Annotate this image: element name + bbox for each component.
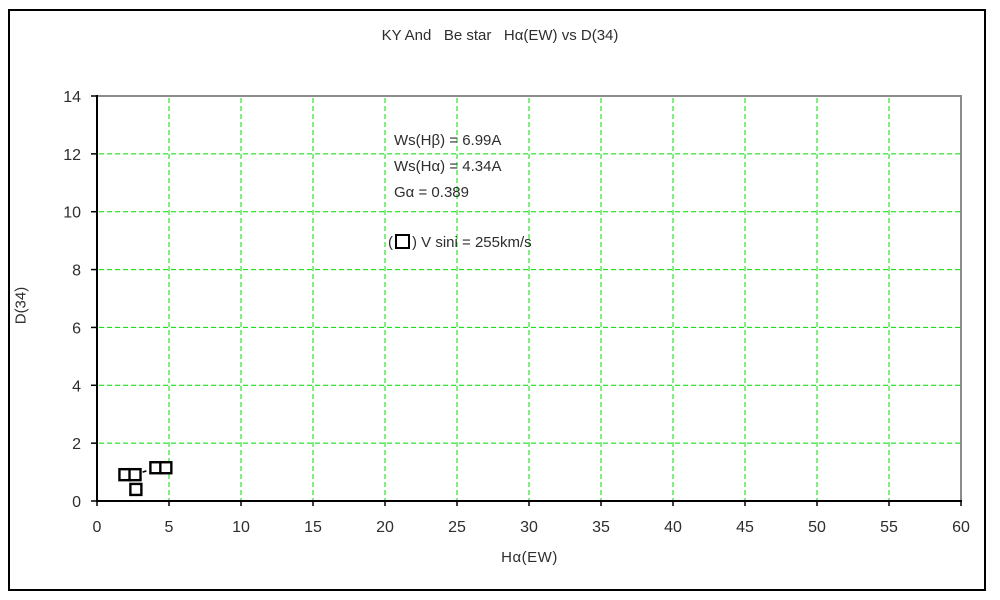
legend: () V sini = 255km/s	[388, 234, 532, 251]
x-tick-label: 20	[376, 519, 394, 536]
y-tick-label: 0	[72, 494, 81, 511]
data-point-marker	[128, 467, 142, 482]
y-tick-label: 12	[63, 147, 81, 164]
y-tick-label: 10	[63, 205, 81, 222]
x-tick-label: 50	[808, 519, 826, 536]
legend-open-paren: (	[388, 234, 393, 251]
annotation-ws-halpha: Ws(Hα) = 4.34A	[394, 158, 502, 175]
legend-label: V sini = 255km/s	[417, 234, 532, 251]
x-tick-label: 55	[880, 519, 898, 536]
x-tick-label: 30	[520, 519, 538, 536]
x-axis-title: Hα(EW)	[501, 549, 558, 566]
x-tick-label: 0	[93, 519, 102, 536]
open-square-marker-icon	[395, 234, 410, 249]
y-axis-title: D(34)	[12, 286, 30, 325]
y-tick-label: 14	[63, 89, 81, 106]
x-tick-label: 15	[304, 519, 322, 536]
annotation-block: Ws(Hβ) = 6.99A Ws(Hα) = 4.34A Gα = 0.389	[394, 128, 501, 206]
x-tick-label: 40	[664, 519, 682, 536]
data-point-marker	[159, 461, 173, 475]
x-tick-label: 35	[592, 519, 610, 536]
y-tick-label: 4	[72, 378, 81, 395]
x-tick-label: 25	[448, 519, 466, 536]
x-tick-label: 10	[232, 519, 250, 536]
legend-close-paren: )	[412, 234, 417, 251]
x-tick-label: 45	[736, 519, 754, 536]
x-tick-label: 60	[952, 519, 970, 536]
data-point-marker	[129, 482, 143, 497]
chart-title: KY And Be star Hα(EW) vs D(34)	[381, 27, 619, 44]
y-tick-label: 2	[72, 436, 81, 453]
x-tick-label: 5	[165, 519, 174, 536]
y-tick-label: 6	[72, 320, 81, 337]
annotation-ws-hbeta: Ws(Hβ) = 6.99A	[394, 132, 502, 149]
y-tick-label: 8	[72, 263, 81, 280]
annotation-galpha: Gα = 0.389	[394, 184, 469, 201]
